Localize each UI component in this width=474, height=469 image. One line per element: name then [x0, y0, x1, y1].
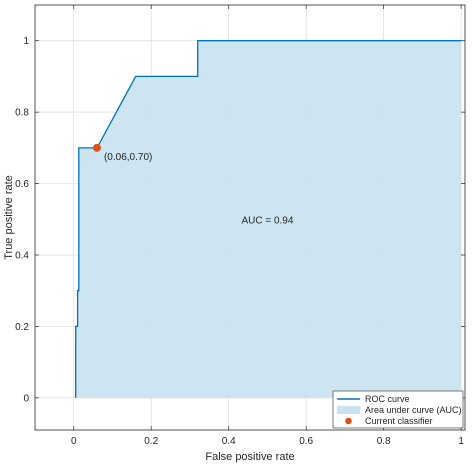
y-tick-label: 0.6: [15, 179, 29, 190]
x-axis-label: False positive rate: [205, 451, 294, 463]
y-tick-label: 0.4: [15, 251, 29, 262]
roc-curve-line: [75, 40, 462, 398]
auc-area: [75, 40, 462, 398]
y-tick-label: 1: [23, 36, 29, 47]
legend-classifier-swatch: [345, 417, 352, 425]
y-tick-label: 0.8: [15, 108, 29, 119]
classifier-point-label: (0.06,0.70): [104, 152, 152, 163]
current-classifier-point: [92, 143, 101, 152]
auc-value-label: AUC = 0.94: [241, 215, 293, 226]
x-tick-label: 1: [458, 436, 464, 447]
x-tick-label: 0: [71, 436, 77, 447]
x-tick-label: 0.6: [299, 436, 313, 447]
y-axis-label: True positive rate: [3, 175, 15, 260]
x-tick-label: 0.4: [222, 436, 236, 447]
x-tick-label: 0.8: [377, 436, 391, 447]
legend-roc-label: ROC curve: [365, 394, 410, 404]
y-tick-label: 0.2: [15, 322, 29, 333]
x-tick-label: 0.2: [144, 436, 158, 447]
legend-auc-label: Area under curve (AUC): [365, 405, 462, 415]
legend-auc-swatch: [337, 406, 360, 414]
axis-ticks: 0 0.2 0.4 0.6 0.8 1 0 0.2 0.4 0.6 0.8 1: [15, 5, 465, 447]
y-tick-label: 0: [23, 393, 29, 404]
legend-classifier-label: Current classifier: [365, 416, 433, 426]
axes-box: [34, 4, 466, 431]
legend: ROC curve Area under curve (AUC) Current…: [332, 390, 464, 429]
